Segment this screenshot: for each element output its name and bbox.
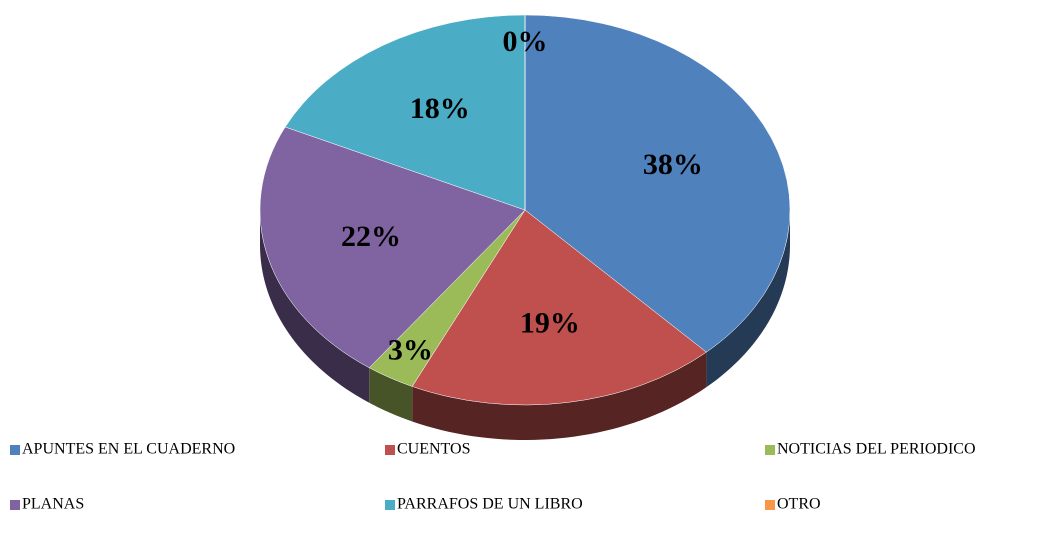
data-label: 0% — [503, 25, 548, 58]
legend-label: OTRO — [777, 496, 821, 513]
slice-side — [706, 210, 790, 388]
slice — [284, 14, 526, 211]
legend-swatch — [10, 445, 20, 455]
legend-swatch — [765, 445, 775, 455]
data-label: 19% — [520, 306, 580, 339]
data-label: 38% — [643, 148, 703, 181]
legend-swatch — [385, 500, 395, 510]
slice-side — [260, 210, 370, 403]
legend-swatch — [385, 445, 395, 455]
legend-swatch — [765, 500, 775, 510]
legend-label: NOTICIAS DEL PERIODICO — [777, 441, 976, 458]
slice — [411, 209, 707, 406]
slice-side — [369, 367, 413, 422]
data-label: 18% — [410, 92, 470, 125]
data-label: 3% — [388, 334, 433, 367]
slice-side — [412, 352, 707, 440]
slice — [524, 14, 791, 353]
legend-label: APUNTES EN EL CUADERNO — [22, 441, 235, 458]
data-label: 22% — [341, 220, 401, 253]
legend-label: CUENTOS — [397, 441, 471, 458]
legend-label: PLANAS — [22, 496, 84, 513]
legend-label: PARRAFOS DE UN LIBRO — [397, 496, 583, 513]
legend-swatch — [10, 500, 20, 510]
